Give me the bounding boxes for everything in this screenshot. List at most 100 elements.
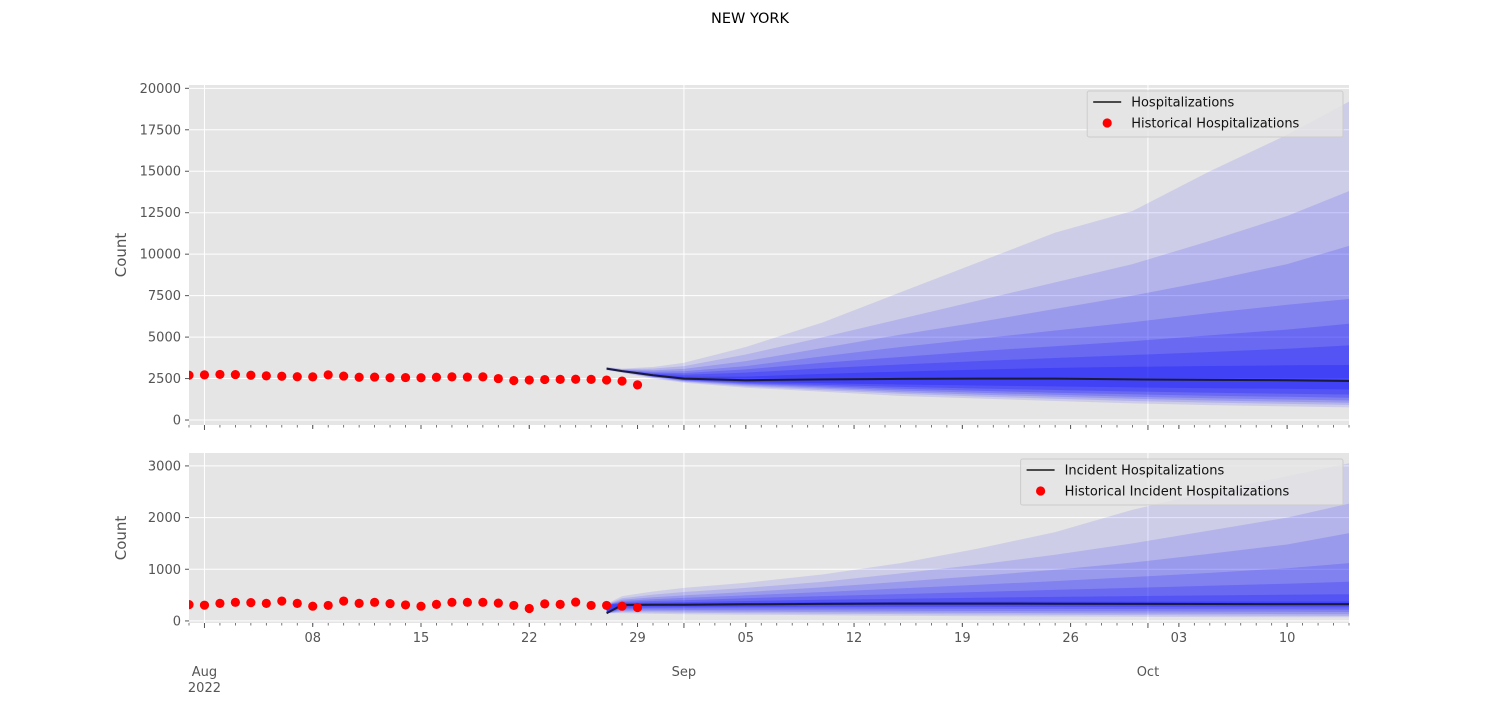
historical-point bbox=[602, 375, 612, 385]
y-tick-label: 0 bbox=[173, 614, 181, 629]
forecast-layer bbox=[189, 101, 1349, 408]
historical-point bbox=[416, 373, 426, 383]
historical-point bbox=[385, 599, 395, 609]
legend-box bbox=[1020, 458, 1344, 506]
historical-point bbox=[230, 597, 240, 607]
historical-point bbox=[400, 372, 411, 383]
historical-point bbox=[478, 372, 488, 382]
legend-label: Incident Hospitalizations bbox=[1065, 464, 1225, 479]
y-axis-label: Count bbox=[112, 233, 130, 278]
historical-point bbox=[292, 598, 302, 608]
historical-point bbox=[478, 597, 488, 607]
legend-box bbox=[1086, 90, 1344, 138]
historical-point bbox=[571, 597, 581, 607]
historical-point bbox=[189, 370, 194, 380]
x-tick-label: 26 bbox=[1062, 631, 1079, 646]
legend-label: Historical Hospitalizations bbox=[1131, 117, 1299, 132]
historical-point bbox=[277, 371, 287, 381]
historical-point bbox=[339, 371, 349, 381]
historical-point bbox=[524, 375, 534, 385]
y-tick-label: 2000 bbox=[148, 511, 181, 526]
historical-point bbox=[370, 597, 380, 607]
figure-title: NEW YORK bbox=[710, 11, 789, 27]
forecast-band-1 bbox=[606, 463, 1349, 618]
historical-point bbox=[586, 374, 596, 384]
x-major-tick-label: 2022 bbox=[188, 681, 221, 696]
historical-point bbox=[354, 372, 364, 382]
plot-background bbox=[189, 85, 1349, 425]
y-tick-label: 12500 bbox=[140, 206, 181, 221]
forecast-band-3 bbox=[606, 245, 1349, 403]
x-major-tick-label: Oct bbox=[1137, 665, 1159, 680]
historical-point bbox=[602, 600, 612, 611]
historical-point bbox=[323, 370, 333, 380]
legend: Hospitalizations Historical Hospitalizati… bbox=[1086, 90, 1344, 138]
legend-label: Hospitalizations bbox=[1131, 96, 1234, 111]
legend: Incident Hospitalizations Historical Inci… bbox=[1020, 458, 1344, 506]
legend-dot-swatch bbox=[1102, 118, 1112, 128]
forecast-band-1 bbox=[606, 101, 1349, 408]
historical-point bbox=[524, 603, 534, 614]
historical-point bbox=[447, 372, 457, 382]
forecast-band-6 bbox=[606, 345, 1349, 395]
historical-point bbox=[493, 373, 503, 384]
historical-point bbox=[370, 372, 380, 382]
historical-point bbox=[215, 598, 225, 608]
x-tick-label: 22 bbox=[521, 631, 538, 646]
forecast-band-7 bbox=[606, 365, 1349, 390]
y-tick-label: 20000 bbox=[140, 82, 181, 97]
forecast-band-3 bbox=[606, 533, 1349, 615]
x-major-tick-label: Aug bbox=[192, 665, 217, 680]
legend-label: Historical Incident Hospitalizations bbox=[1065, 485, 1290, 500]
historical-point bbox=[246, 370, 256, 380]
historical-point bbox=[323, 600, 333, 611]
subplot-2: 0 1000 2000 3000 Count Incident Hospitalizati… bbox=[112, 453, 1350, 629]
historical-point bbox=[462, 597, 472, 607]
forecast-band-4 bbox=[606, 563, 1349, 614]
historical-point bbox=[632, 380, 643, 390]
historical-point bbox=[261, 598, 271, 608]
y-tick-label: 0 bbox=[173, 414, 181, 429]
historical-point bbox=[230, 369, 240, 380]
y-tick-label: 5000 bbox=[148, 331, 181, 346]
historical-point bbox=[555, 374, 565, 384]
historical-point bbox=[308, 601, 318, 611]
historical-point bbox=[292, 372, 302, 382]
historical-point bbox=[462, 372, 472, 382]
legend-dot-swatch bbox=[1036, 486, 1046, 496]
historical-point bbox=[617, 376, 627, 386]
forecast-band-4 bbox=[606, 299, 1349, 401]
historical-point bbox=[189, 600, 194, 610]
historical-point bbox=[400, 600, 411, 610]
x-tick-label: 29 bbox=[629, 631, 646, 646]
subplot-1: 0 2500 5000 7500 10000 12500 15000 17500 20000 Co… bbox=[112, 82, 1350, 430]
x-tick-label: 15 bbox=[413, 631, 430, 646]
historical-point bbox=[215, 369, 225, 380]
historical-point bbox=[277, 596, 287, 606]
historical-point bbox=[385, 373, 395, 383]
y-tick-label: 17500 bbox=[140, 123, 181, 138]
y-tick-label: 3000 bbox=[148, 459, 181, 474]
historical-point bbox=[540, 599, 550, 609]
forecast-layer bbox=[189, 463, 1349, 618]
historical-point bbox=[509, 375, 519, 386]
x-major-tick-label: Sep bbox=[672, 665, 697, 680]
historical-point bbox=[586, 600, 596, 611]
median-line bbox=[606, 602, 1349, 615]
forecast-band-2 bbox=[606, 503, 1349, 616]
forecast-band-2 bbox=[606, 191, 1349, 405]
x-tick-label: 10 bbox=[1279, 631, 1296, 646]
historical-point bbox=[632, 602, 643, 613]
y-tick-label: 10000 bbox=[140, 248, 181, 263]
y-axis-label: Count bbox=[112, 516, 130, 561]
y-tick-label: 15000 bbox=[140, 165, 181, 180]
historical-point bbox=[308, 372, 318, 382]
x-tick-label: 03 bbox=[1171, 631, 1188, 646]
historical-point bbox=[447, 597, 457, 607]
x-tick-label: 08 bbox=[304, 631, 321, 646]
y-tick-label: 2500 bbox=[148, 372, 181, 387]
historical-point bbox=[431, 599, 442, 609]
historical-point bbox=[246, 597, 256, 608]
